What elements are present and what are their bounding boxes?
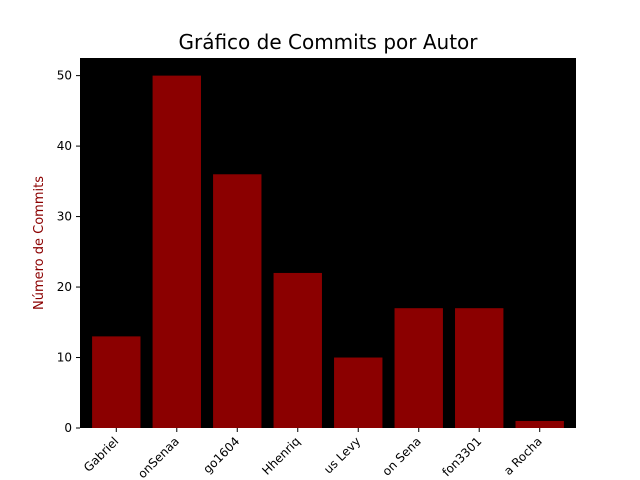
- bar-7: [515, 420, 564, 428]
- y-axis: 0 10 20 30 40 50: [57, 69, 80, 435]
- bar-4: [334, 357, 383, 428]
- bar-6: [455, 308, 504, 428]
- y-tick-label: 10: [57, 351, 72, 365]
- bars-group: [92, 75, 564, 428]
- y-tick-label: 30: [57, 210, 72, 224]
- bar-0: [92, 336, 141, 428]
- y-tick-label: 40: [57, 139, 72, 153]
- x-tick-label: go1604: [200, 434, 242, 476]
- y-axis-label: Número de Commits: [32, 176, 47, 310]
- y-tick-label: 50: [57, 69, 72, 83]
- x-tick-label: onSenaa: [135, 434, 182, 480]
- chart-title: Gráfico de Commits por Autor: [178, 30, 478, 54]
- y-tick-label: 0: [64, 421, 72, 435]
- x-tick-label: on Sena: [379, 434, 423, 478]
- x-tick-label: fon3301: [439, 434, 484, 479]
- bar-5: [394, 308, 443, 428]
- x-tick-label: a Rocha: [501, 434, 545, 478]
- y-tick-label: 20: [57, 280, 72, 294]
- x-tick-label: us Levy: [321, 434, 363, 476]
- bar-3: [273, 272, 322, 428]
- bar-2: [213, 174, 262, 428]
- x-tick-label: Hhenriq: [259, 434, 302, 477]
- bar-1: [152, 75, 201, 428]
- x-tick-label: Gabriel: [81, 434, 121, 474]
- x-axis: Gabriel onSenaa go1604 Hhenriq us Levy on Sen…: [81, 428, 545, 480]
